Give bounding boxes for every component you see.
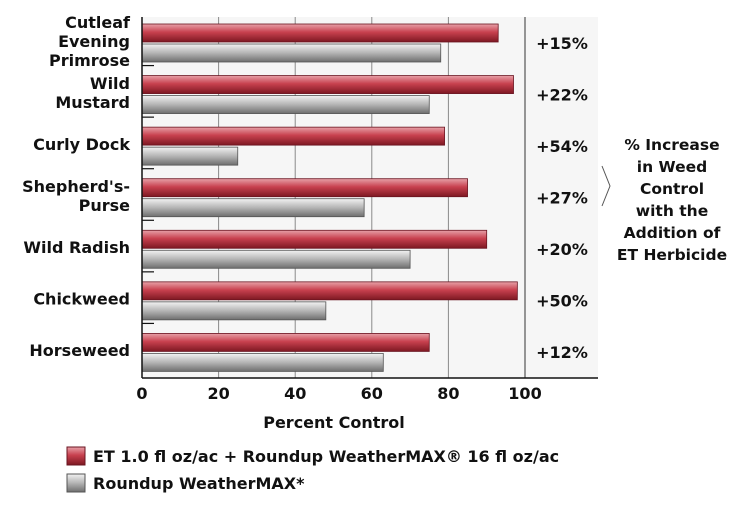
category-label: Wild Radish (23, 238, 130, 257)
category-label: Evening (58, 32, 130, 51)
annotation-line: Addition of (624, 224, 721, 242)
category-label: Shepherd's- (22, 177, 130, 196)
axes (141, 17, 598, 379)
category-label: Primrose (49, 51, 130, 70)
bar-et-roundup (141, 281, 518, 301)
legend-roundup-swatch (66, 473, 86, 493)
legend-roundup-label: Roundup WeatherMAX* (93, 474, 305, 493)
legend-et-roundup-label: ET 1.0 fl oz/ac + Roundup WeatherMAX® 16… (93, 447, 559, 466)
category-label: Mustard (55, 93, 130, 112)
bar-et-roundup (141, 23, 499, 43)
x-tick-labels: 0 20 40 60 80 100 (136, 384, 541, 403)
bar-roundup (141, 95, 430, 114)
increase-label: +12% (536, 343, 588, 362)
legend: ET 1.0 fl oz/ac + Roundup WeatherMAX® 16… (66, 446, 559, 493)
increase-labels: +15% +22% +54% +27% +20% +50% +12% (536, 34, 588, 362)
bar-roundup (141, 43, 442, 63)
category-label: Purse (79, 196, 131, 215)
bars (141, 23, 518, 372)
annotation-line: Control (640, 180, 704, 198)
x-tick-label: 40 (284, 384, 306, 403)
x-tick-label: 60 (361, 384, 383, 403)
bar-roundup (141, 198, 365, 218)
annotation-line: with the (636, 202, 708, 220)
annotation-bracket (601, 165, 611, 207)
bar-et-roundup (141, 178, 468, 198)
bar-et-roundup (141, 229, 488, 249)
category-label: Curly Dock (33, 135, 130, 154)
increase-label: +22% (536, 85, 588, 104)
bar-et-roundup (141, 126, 445, 146)
annotation-line: ET Herbicide (617, 246, 727, 264)
bar-roundup (141, 353, 384, 372)
bar-roundup (141, 301, 327, 321)
bar-et-roundup (141, 75, 514, 94)
annotation-line: % Increase (624, 136, 719, 154)
bar-roundup (141, 249, 411, 269)
plot-background (142, 17, 598, 378)
x-tick-label: 100 (508, 384, 541, 403)
bar-et-roundup (141, 333, 430, 352)
x-axis-label: Percent Control (263, 413, 405, 432)
x-tick-label: 0 (136, 384, 147, 403)
category-label: Wild (90, 74, 130, 93)
increase-label: +54% (536, 137, 588, 156)
annotation-text: % Increase in Weed Control with the Addition… (617, 136, 727, 264)
bar-roundup (141, 146, 239, 166)
legend-et-roundup-swatch (66, 446, 86, 466)
plot-area (142, 17, 598, 378)
category-label: Horseweed (29, 341, 130, 360)
increase-label: +20% (536, 240, 588, 259)
x-tick-label: 20 (207, 384, 229, 403)
annotation-line: in Weed (637, 158, 707, 176)
category-label: Chickweed (33, 290, 130, 309)
x-tick-label: 80 (437, 384, 459, 403)
increase-label: +15% (536, 34, 588, 53)
increase-label: +27% (536, 189, 588, 208)
category-label: Cutleaf (65, 13, 131, 32)
increase-label: +50% (536, 292, 588, 311)
